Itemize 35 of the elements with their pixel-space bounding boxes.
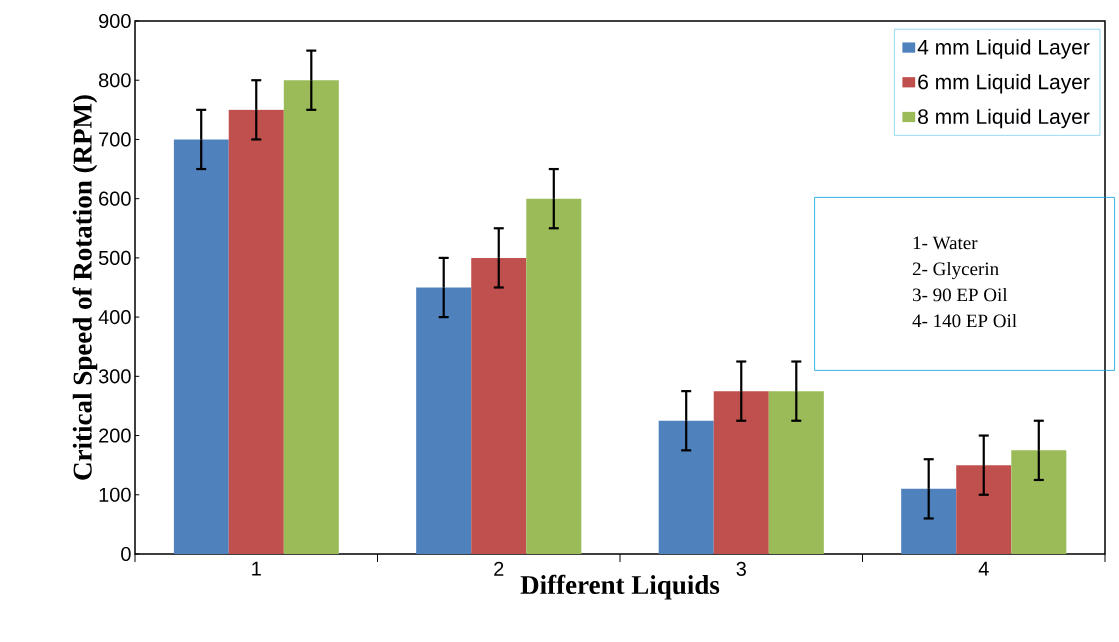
bar: [658, 420, 714, 554]
annotation: 4- 140 EP Oil: [912, 313, 1017, 328]
bar: [471, 257, 527, 554]
y-tick-label: 800: [98, 73, 131, 88]
y-tick-label: 200: [99, 428, 131, 443]
y-tick-label: 500: [98, 250, 131, 265]
bar: [173, 139, 229, 554]
bar: [901, 488, 957, 554]
bar: [416, 287, 472, 554]
y-tick-label: 300: [98, 369, 131, 384]
x-tick-label: 3: [736, 561, 746, 576]
bar: [768, 391, 824, 554]
y-tick-label: 0: [121, 546, 131, 562]
y-tick-label: 900: [99, 13, 131, 29]
bar: [283, 80, 339, 554]
x-tick-label: 2: [494, 561, 504, 576]
bar: [956, 465, 1012, 554]
legend-label: 6 mm Liquid Layer: [918, 73, 1090, 94]
y-tick-label: 600: [99, 191, 131, 206]
x-axis-title: Different Liquids: [520, 574, 720, 600]
bar: [1011, 450, 1067, 554]
bar: [526, 198, 582, 554]
bar: [713, 391, 769, 554]
legend-label: 8 mm Liquid Layer: [918, 108, 1090, 129]
annotation: 1- Water: [913, 236, 978, 250]
y-axis-title: Critical Speed of Rotation (RPM): [72, 95, 98, 480]
x-tick-label: 4: [978, 561, 989, 576]
y-tick-label: 400: [98, 310, 131, 325]
y-tick-label: 100: [99, 487, 131, 502]
y-tick-label: 700: [99, 132, 131, 147]
legend-label: 4 mm Liquid Layer: [917, 39, 1090, 59]
annotation: 2- Glycerin: [912, 261, 999, 280]
x-tick-label: 1: [252, 561, 261, 576]
bar: [228, 109, 284, 554]
annotation: 3- 90 EP Oil: [913, 287, 1008, 302]
